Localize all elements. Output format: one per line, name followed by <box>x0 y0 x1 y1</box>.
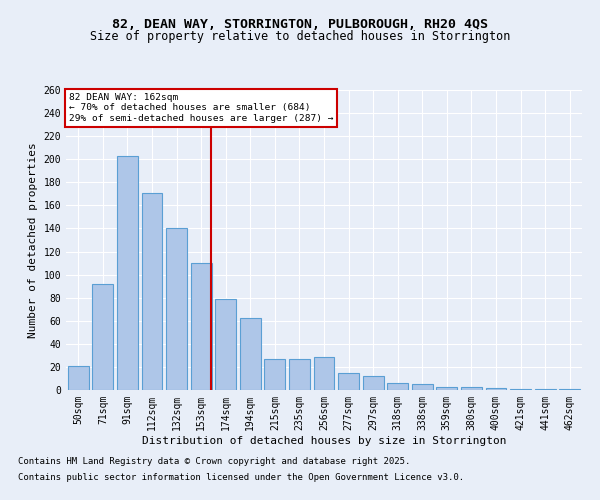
Bar <box>485 388 506 390</box>
Bar <box>338 372 359 390</box>
Bar <box>142 192 163 390</box>
Y-axis label: Number of detached properties: Number of detached properties <box>28 142 38 338</box>
Bar <box>289 359 310 390</box>
Text: Contains public sector information licensed under the Open Government Licence v3: Contains public sector information licen… <box>18 472 464 482</box>
Bar <box>535 389 556 390</box>
Text: Size of property relative to detached houses in Storrington: Size of property relative to detached ho… <box>90 30 510 43</box>
Bar <box>191 263 212 390</box>
Text: Contains HM Land Registry data © Crown copyright and database right 2025.: Contains HM Land Registry data © Crown c… <box>18 458 410 466</box>
Bar <box>314 356 334 390</box>
Bar <box>68 366 89 390</box>
Bar <box>436 386 457 390</box>
Bar <box>166 228 187 390</box>
Bar <box>265 359 286 390</box>
Bar <box>362 376 383 390</box>
Bar <box>559 389 580 390</box>
Bar <box>461 386 482 390</box>
Bar <box>117 156 138 390</box>
Text: 82 DEAN WAY: 162sqm
← 70% of detached houses are smaller (684)
29% of semi-detac: 82 DEAN WAY: 162sqm ← 70% of detached ho… <box>68 93 333 123</box>
X-axis label: Distribution of detached houses by size in Storrington: Distribution of detached houses by size … <box>142 436 506 446</box>
Bar <box>92 284 113 390</box>
Bar <box>412 384 433 390</box>
Bar <box>215 299 236 390</box>
Bar <box>387 383 408 390</box>
Bar <box>510 389 531 390</box>
Text: 82, DEAN WAY, STORRINGTON, PULBOROUGH, RH20 4QS: 82, DEAN WAY, STORRINGTON, PULBOROUGH, R… <box>112 18 488 30</box>
Bar <box>240 318 261 390</box>
